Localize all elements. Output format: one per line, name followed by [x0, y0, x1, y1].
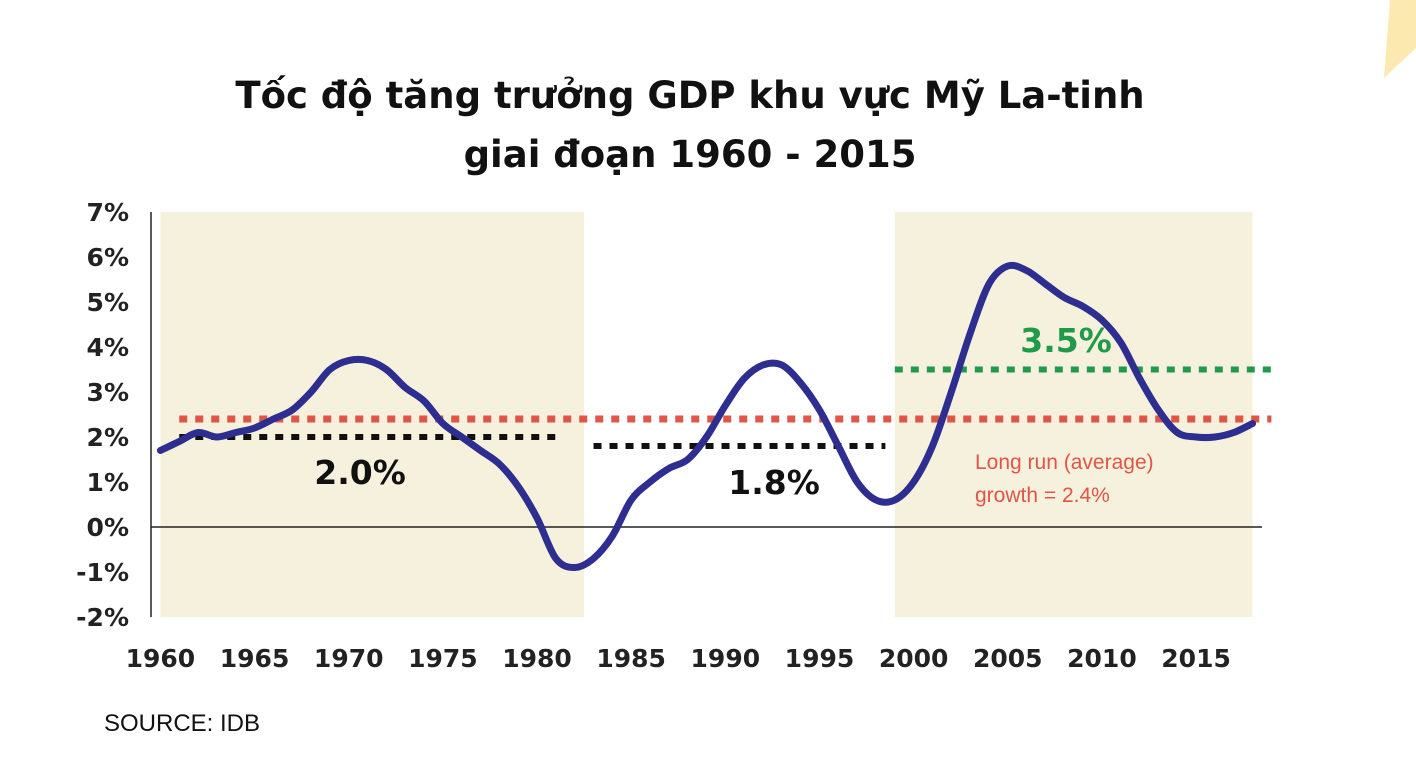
annotation-period-2: 1.8% [728, 463, 820, 502]
annotation-period-3: 3.5% [1020, 321, 1112, 360]
y-tick-label: 4% [87, 333, 129, 362]
y-tick-label: 7% [87, 198, 129, 227]
source-note: SOURCE: IDB [104, 710, 261, 737]
shaded-period-0 [160, 212, 585, 617]
x-tick-label: 2010 [1067, 644, 1137, 673]
gdp-growth-chart: -2% -1% 0% 1% 2% 3% 4% 5% 6% 7% 1960 1965 1970 1975 19… [76, 198, 1272, 673]
y-tick-label: 0% [87, 513, 129, 542]
chart-title-line-1: Tốc độ tăng trưởng GDP khu vực Mỹ La-tin… [235, 74, 1145, 117]
x-tick-label: 1965 [220, 644, 290, 673]
x-tick-label: 1960 [126, 644, 196, 673]
shaded-period-1 [894, 212, 1253, 617]
y-tick-label: 2% [87, 423, 129, 452]
gdp-growth-line [156, 261, 1257, 571]
annotation-long-run-1: Long run (average) [975, 451, 1154, 474]
x-tick-label: 1995 [785, 644, 855, 673]
y-tick-label: 5% [87, 288, 129, 317]
x-tick-label: 1970 [314, 644, 384, 673]
x-tick-label: 1975 [408, 644, 478, 673]
x-tick-label: 2015 [1161, 644, 1231, 673]
y-tick-label: -2% [76, 603, 129, 632]
annotation-period-1: 2.0% [314, 453, 406, 492]
corner-decoration [1384, 0, 1416, 78]
y-tick-label: -1% [76, 558, 129, 587]
x-tick-label: 1985 [596, 644, 666, 673]
annotation-long-run-2: growth = 2.4% [975, 484, 1110, 507]
y-tick-label: 1% [87, 468, 129, 497]
x-tick-label: 1980 [502, 644, 572, 673]
chart-title-line-2: giai đoạn 1960 - 2015 [463, 133, 917, 176]
x-tick-label: 2000 [879, 644, 949, 673]
y-tick-label: 3% [87, 378, 129, 407]
y-tick-label: 6% [87, 243, 129, 272]
x-tick-label: 2005 [973, 644, 1043, 673]
x-tick-label: 1990 [691, 644, 761, 673]
